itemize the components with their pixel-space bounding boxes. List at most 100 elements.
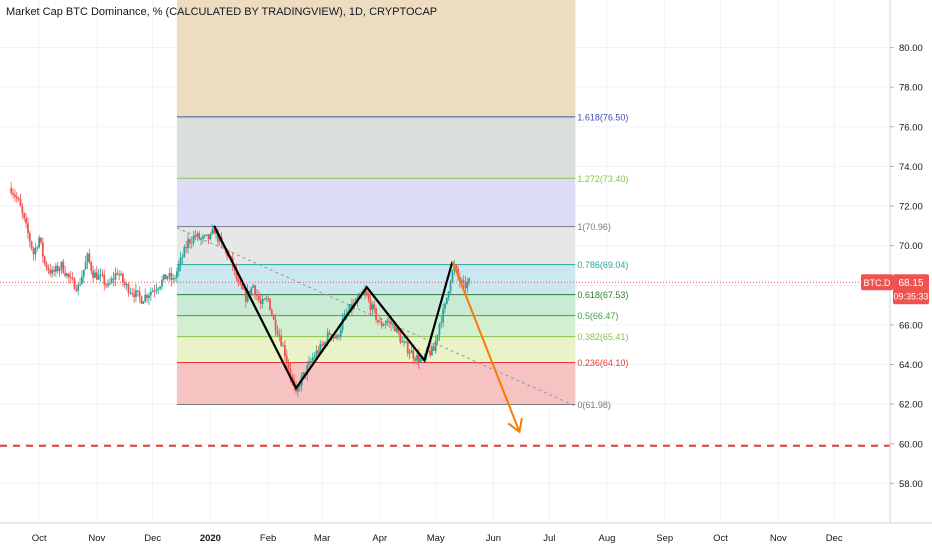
candle-body [123,282,126,286]
candle-body [436,335,439,341]
candle-body [418,354,420,362]
candle-body [49,270,52,274]
fib-zone [176,336,576,363]
candle-body [445,297,448,304]
candle-body [77,284,80,291]
candle-body [140,296,143,304]
candle-body [41,242,44,257]
candle-body [274,319,277,331]
time-tick-label: Jun [486,533,501,544]
candle-body [410,350,413,353]
candle-body [40,237,42,243]
candle-body [146,294,148,299]
candle-body [116,273,119,275]
price-tick-label: 58.00 [899,479,923,490]
candle-body [287,362,290,369]
candle-body [404,341,407,343]
candle-body [267,298,270,300]
time-tick-label: 2020 [200,533,221,544]
candle-body [135,290,137,298]
candle-body [43,256,46,264]
candle-body [256,294,258,296]
candle-body [94,272,96,278]
time-tick-label: Sep [656,533,673,544]
candle-body [97,275,100,280]
candle-body [32,248,35,255]
candle-body [466,281,469,289]
price-tick-label: 70.00 [899,241,923,252]
candle-body [434,340,437,351]
candle-body [159,286,162,289]
candle-body [257,295,260,301]
candle-body [149,291,152,296]
fib-zone [176,116,576,179]
candle-body [408,352,411,354]
candle-body [269,298,271,311]
candle-body [336,335,338,339]
time-tick-label: Nov [88,533,105,544]
candle-body [99,274,102,276]
candle-body [175,271,178,278]
candle-body [365,291,368,296]
candle-body [440,322,443,324]
candle-body [395,327,398,332]
price-tick-label: 78.00 [899,83,923,94]
candle-body [246,290,249,302]
candle-body [276,330,279,335]
candle-body [216,230,219,242]
candle-body [442,308,445,323]
candle-body [431,346,433,356]
price-tick-label: 72.00 [899,202,923,213]
candle-body [371,304,374,310]
candle-body [282,345,284,347]
candle-body [399,333,402,343]
candle-body [192,235,195,243]
candle-body [103,274,106,285]
last-price-value: 68.15 [898,278,923,289]
candle-body [451,270,454,282]
candle-body [82,269,85,277]
candle-body [205,234,208,236]
candle-body [317,350,320,354]
bar-countdown: 09:35:33 [893,291,928,301]
candle-body [153,290,156,292]
candle-body [270,310,273,316]
candle-body [310,360,312,362]
candle-body [36,247,39,249]
candle-body [58,268,61,272]
candle-body [457,268,459,277]
candle-body [30,241,33,249]
candle-body [142,301,145,304]
candle-body [237,278,240,282]
candle-body [170,273,173,280]
price-tick-label: 66.00 [899,320,923,331]
time-tick-label: Jul [543,533,555,544]
fibonacci-retracement[interactable]: 0(61.98) 0.236(64.10) 0.382(65.41) 0.5(66.4… [176,0,628,410]
candle-body [179,257,182,265]
time-axis[interactable]: Oct Nov Dec 2020 Feb Mar Apr May Jun Jul Aug Sep Oct… [0,522,932,550]
candle-body [375,308,378,320]
candle-body [259,300,262,304]
time-tick-label: Aug [599,533,616,544]
candle-body [54,265,57,272]
candle-body [414,358,417,361]
drawings-layer[interactable] [0,225,890,447]
candle-body [261,299,264,304]
candle-body [84,262,87,270]
candle-body [302,372,305,376]
candle-body [239,281,242,285]
candle-body [19,198,22,207]
candle-body [462,280,465,283]
candle-body [378,321,381,323]
candle-body [412,350,415,359]
candle-body [263,299,266,301]
candle-body [390,321,392,325]
double-bottom-pattern [213,225,454,391]
candle-body [164,274,167,280]
candle-body [248,290,251,295]
candle-body [235,269,238,279]
candle-body [202,236,204,239]
candle-body [71,277,74,279]
candle-body [133,293,135,298]
